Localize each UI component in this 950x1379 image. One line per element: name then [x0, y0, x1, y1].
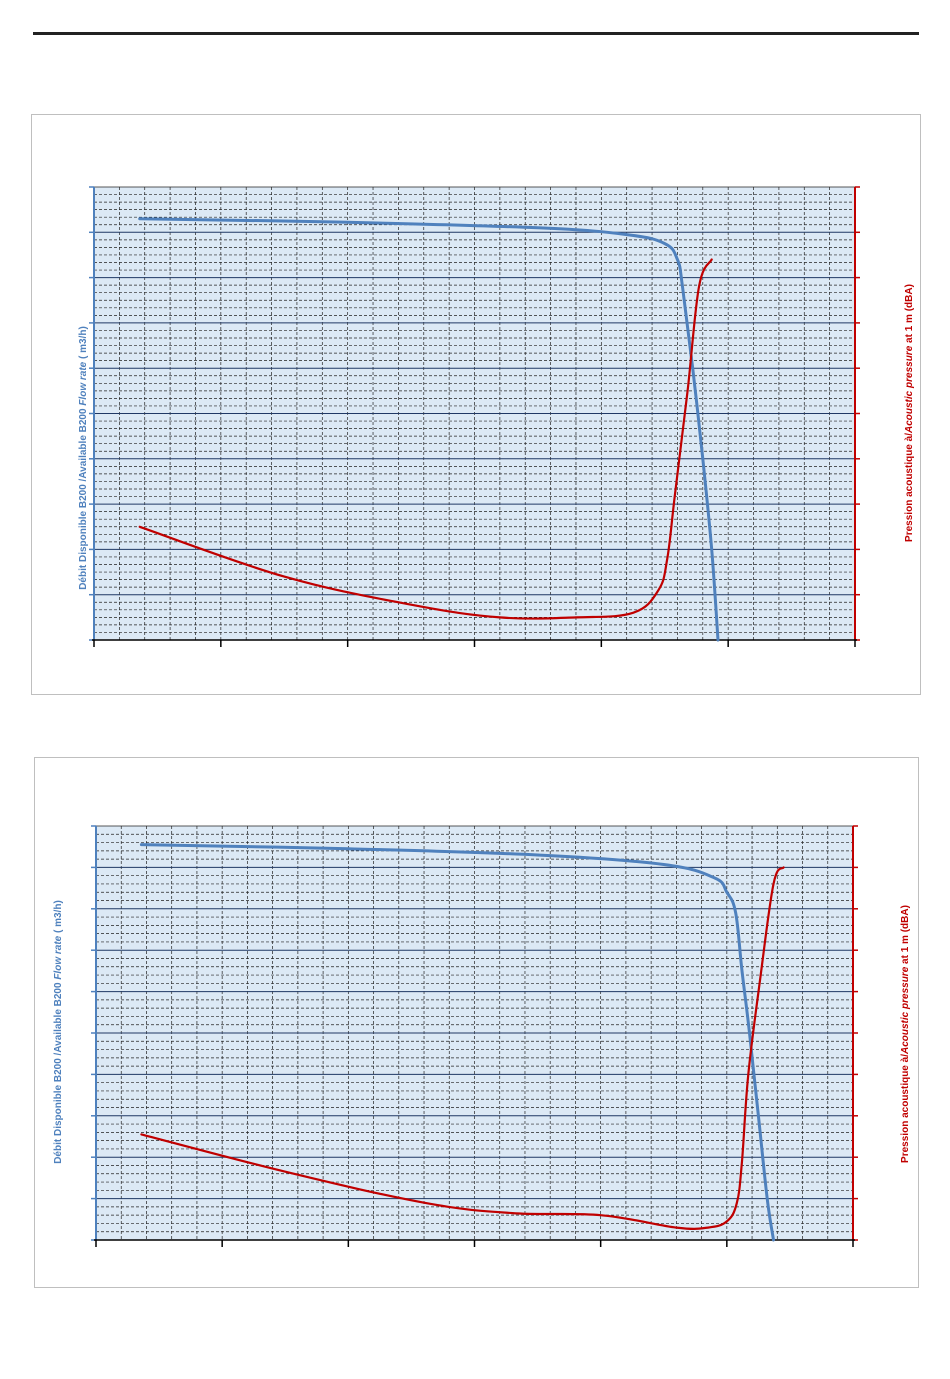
chart-2-horizontal-grid	[96, 833, 853, 1233]
chart-2-right-axis-label: Pression acoustique à/Acoustic pressure …	[900, 905, 911, 1163]
chart-1-acoustic-pressure-curve	[138, 258, 713, 620]
chart-1-plot-area	[89, 186, 860, 647]
chart-2-svg: Débit Disponible B200 /Available B200 Fl…	[53, 825, 911, 1247]
chart-1: Débit Disponible B200 /Available B200 Fl…	[31, 114, 921, 695]
chart-2-left-axis-label: Débit Disponible B200 /Available B200 Fl…	[53, 900, 64, 1164]
chart-2: Débit Disponible B200 /Available B200 Fl…	[34, 757, 919, 1288]
chart-2-plot-area	[91, 825, 858, 1247]
chart-2-acoustic-pressure-curve	[140, 866, 785, 1230]
chart-1-left-axis-label: Débit Disponible B200 /Available B200 Fl…	[78, 326, 89, 590]
chart-2-flow-rate-curve	[139, 843, 775, 1242]
chart-1-flow-rate-curve	[138, 217, 720, 642]
chart-1-horizontal-grid	[94, 194, 855, 633]
chart-1-right-axis-label: Pression acoustique à/Acoustic pressure …	[904, 284, 915, 542]
top-rule	[33, 32, 919, 35]
chart-1-svg: Débit Disponible B200 /Available B200 Fl…	[78, 186, 915, 647]
